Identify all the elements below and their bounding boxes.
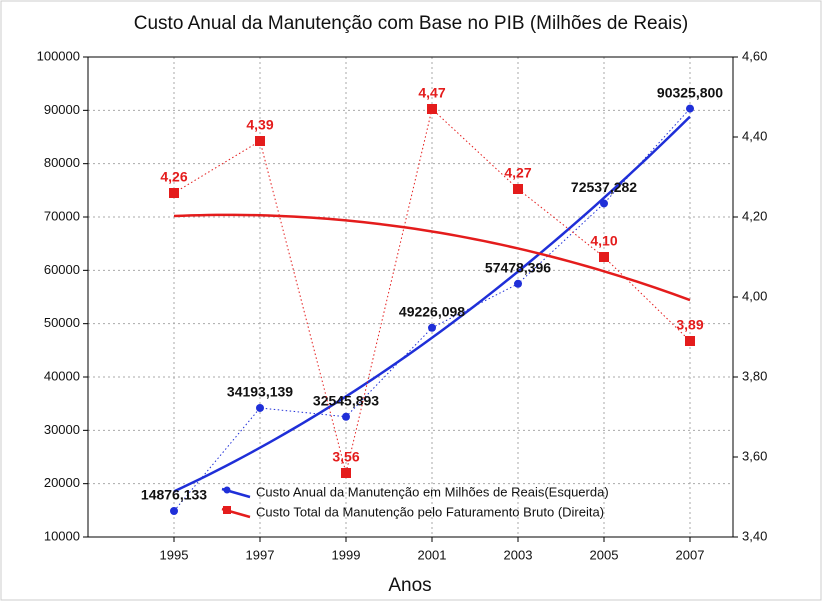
point <box>600 199 608 208</box>
y-tick-label: 100000 <box>37 48 80 63</box>
y-tick-label: 20000 <box>44 475 80 490</box>
point <box>255 136 265 146</box>
y-tick-label: 30000 <box>44 422 80 437</box>
data-label: 49226,098 <box>399 303 465 319</box>
data-label: 90325,800 <box>657 84 723 100</box>
trend-line <box>173 213 691 302</box>
x-tick-label: 2007 <box>676 547 705 562</box>
point <box>514 279 522 288</box>
x-tick-label: 1997 <box>246 547 275 562</box>
data-label: 4,27 <box>504 165 531 181</box>
chart-title: Custo Anual da Manutenção com Base no PI… <box>134 13 688 34</box>
point <box>428 323 436 332</box>
data-label: 14876,133 <box>141 487 207 503</box>
y-tick-label: 50000 <box>44 315 80 330</box>
y2-tick-label: 4,20 <box>742 208 767 223</box>
y2-tick-label: 3,80 <box>742 368 767 383</box>
y-tick-label: 10000 <box>44 528 80 543</box>
y2-tick-label: 4,60 <box>742 48 767 63</box>
y-tick-label: 70000 <box>44 208 80 223</box>
y-tick-label: 90000 <box>44 102 80 117</box>
y2-tick-label: 3,40 <box>742 528 767 543</box>
plot-area <box>87 56 734 538</box>
point <box>342 412 350 421</box>
legend-label: Custo Anual da Manutenção em Milhões de … <box>256 484 609 499</box>
point <box>169 188 179 198</box>
data-label: 3,89 <box>676 317 703 333</box>
data-label: 4,26 <box>160 169 187 185</box>
legend-label: Custo Total da Manutenção pelo Faturamen… <box>256 504 604 519</box>
point <box>513 184 523 194</box>
y-tick-label: 40000 <box>44 368 80 383</box>
data-label: 57478,396 <box>485 259 551 275</box>
y2-tick-label: 3,60 <box>742 448 767 463</box>
point <box>341 468 351 478</box>
x-tick-label: 1995 <box>160 547 189 562</box>
legend-marker <box>223 506 231 514</box>
point <box>256 403 264 412</box>
data-label: 32545,893 <box>313 392 379 408</box>
y-tick-label: 80000 <box>44 155 80 170</box>
point <box>686 104 694 113</box>
data-label: 4,10 <box>590 233 617 249</box>
data-label: 3,56 <box>332 449 359 465</box>
data-label: 72537,282 <box>571 179 637 195</box>
point <box>685 336 695 346</box>
legend-marker <box>223 486 231 494</box>
y-tick-label: 60000 <box>44 262 80 277</box>
point <box>170 506 178 515</box>
trend-line <box>173 115 691 493</box>
y2-tick-label: 4,40 <box>742 128 767 143</box>
data-label: 34193,139 <box>227 384 293 400</box>
x-axis-label: Anos <box>388 575 431 596</box>
x-tick-label: 1999 <box>332 547 361 562</box>
x-tick-label: 2005 <box>590 547 619 562</box>
x-tick-label: 2001 <box>418 547 447 562</box>
x-tick-label: 2003 <box>504 547 533 562</box>
data-label: 4,39 <box>246 117 273 133</box>
data-label: 4,47 <box>418 85 445 101</box>
y2-tick-label: 4,00 <box>742 288 767 303</box>
point <box>427 104 437 114</box>
point <box>599 252 609 262</box>
